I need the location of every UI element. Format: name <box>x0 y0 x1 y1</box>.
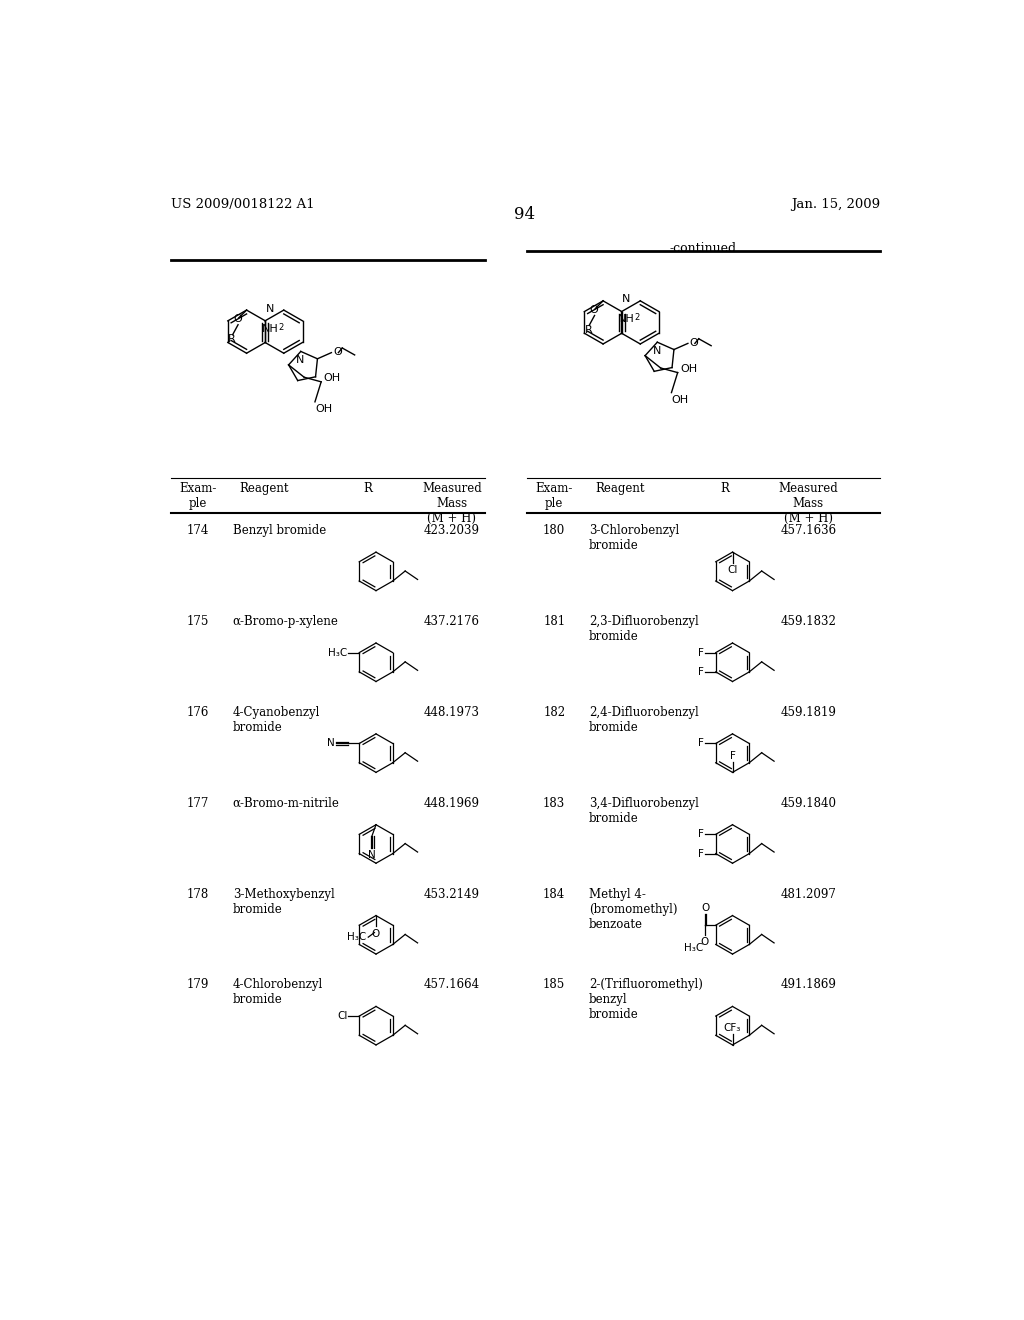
Text: 2: 2 <box>635 313 640 322</box>
Text: Benzyl bromide: Benzyl bromide <box>232 524 326 537</box>
Text: 457.1664: 457.1664 <box>424 978 480 991</box>
Text: N: N <box>369 850 376 861</box>
Text: O: O <box>689 338 698 347</box>
Text: Reagent: Reagent <box>595 482 645 495</box>
Text: O: O <box>372 929 380 939</box>
Text: OH: OH <box>680 364 697 374</box>
Text: H₃C: H₃C <box>347 932 367 942</box>
Text: 180: 180 <box>543 524 565 537</box>
Text: 2-(Trifluoromethyl)
benzyl
bromide: 2-(Trifluoromethyl) benzyl bromide <box>589 978 703 1022</box>
Text: CF₃: CF₃ <box>724 1023 741 1034</box>
Text: 437.2176: 437.2176 <box>424 615 480 628</box>
Text: O: O <box>701 903 710 913</box>
Text: 459.1819: 459.1819 <box>780 706 837 719</box>
Text: 4-Cyanobenzyl
bromide: 4-Cyanobenzyl bromide <box>232 706 319 734</box>
Text: 178: 178 <box>186 887 209 900</box>
Text: 2: 2 <box>279 322 284 331</box>
Text: US 2009/0018122 A1: US 2009/0018122 A1 <box>171 198 314 211</box>
Text: Exam-
ple: Exam- ple <box>179 482 216 510</box>
Text: N: N <box>623 294 631 305</box>
Text: F: F <box>698 738 705 748</box>
Text: α-Bromo-m-nitrile: α-Bromo-m-nitrile <box>232 797 340 809</box>
Text: 481.2097: 481.2097 <box>780 887 837 900</box>
Text: 179: 179 <box>186 978 209 991</box>
Text: N: N <box>296 355 304 366</box>
Text: Methyl 4-
(bromomethyl)
benzoate: Methyl 4- (bromomethyl) benzoate <box>589 887 678 931</box>
Text: -continued: -continued <box>670 242 736 255</box>
Text: F: F <box>698 667 705 677</box>
Text: 177: 177 <box>186 797 209 809</box>
Text: 3,4-Difluorobenzyl
bromide: 3,4-Difluorobenzyl bromide <box>589 797 699 825</box>
Text: 3-Chlorobenzyl
bromide: 3-Chlorobenzyl bromide <box>589 524 679 552</box>
Text: 94: 94 <box>514 206 536 223</box>
Text: F: F <box>698 849 705 858</box>
Text: NH: NH <box>618 314 635 325</box>
Text: F: F <box>729 751 735 760</box>
Text: 4-Chlorobenzyl
bromide: 4-Chlorobenzyl bromide <box>232 978 323 1006</box>
Text: Reagent: Reagent <box>239 482 289 495</box>
Text: O: O <box>700 937 709 946</box>
Text: 185: 185 <box>543 978 565 991</box>
Text: 184: 184 <box>543 887 565 900</box>
Text: α-Bromo-p-xylene: α-Bromo-p-xylene <box>232 615 339 628</box>
Text: R: R <box>228 334 236 345</box>
Text: Jan. 15, 2009: Jan. 15, 2009 <box>791 198 880 211</box>
Text: 181: 181 <box>543 615 565 628</box>
Text: 2,3-Difluorobenzyl
bromide: 2,3-Difluorobenzyl bromide <box>589 615 698 643</box>
Text: H₃C: H₃C <box>328 648 347 657</box>
Text: Measured
Mass
(M + H): Measured Mass (M + H) <box>422 482 482 525</box>
Text: OH: OH <box>672 395 688 405</box>
Text: 457.1636: 457.1636 <box>780 524 837 537</box>
Text: 174: 174 <box>186 524 209 537</box>
Text: N: N <box>328 738 335 748</box>
Text: Measured
Mass
(M + H): Measured Mass (M + H) <box>778 482 839 525</box>
Text: O: O <box>333 347 342 356</box>
Text: 2,4-Difluorobenzyl
bromide: 2,4-Difluorobenzyl bromide <box>589 706 698 734</box>
Text: O: O <box>232 314 242 325</box>
Text: Cl: Cl <box>337 1011 347 1022</box>
Text: N: N <box>652 346 660 356</box>
Text: O: O <box>590 305 598 315</box>
Text: 448.1973: 448.1973 <box>424 706 480 719</box>
Text: NH: NH <box>261 323 279 334</box>
Text: 3-Methoxybenzyl
bromide: 3-Methoxybenzyl bromide <box>232 887 335 916</box>
Text: OH: OH <box>315 404 332 414</box>
Text: H₃C: H₃C <box>684 942 703 953</box>
Text: R: R <box>364 482 373 495</box>
Text: Cl: Cl <box>727 565 737 576</box>
Text: 182: 182 <box>543 706 565 719</box>
Text: 175: 175 <box>186 615 209 628</box>
Text: 448.1969: 448.1969 <box>424 797 480 809</box>
Text: 423.2039: 423.2039 <box>424 524 480 537</box>
Text: N: N <box>265 304 274 314</box>
Text: 491.1869: 491.1869 <box>780 978 837 991</box>
Text: 459.1840: 459.1840 <box>780 797 837 809</box>
Text: F: F <box>698 829 705 840</box>
Text: R: R <box>585 325 592 335</box>
Text: OH: OH <box>324 374 341 383</box>
Text: R: R <box>720 482 729 495</box>
Text: 459.1832: 459.1832 <box>780 615 837 628</box>
Text: 183: 183 <box>543 797 565 809</box>
Text: 453.2149: 453.2149 <box>424 887 480 900</box>
Text: F: F <box>698 648 705 657</box>
Text: 176: 176 <box>186 706 209 719</box>
Text: Exam-
ple: Exam- ple <box>536 482 573 510</box>
